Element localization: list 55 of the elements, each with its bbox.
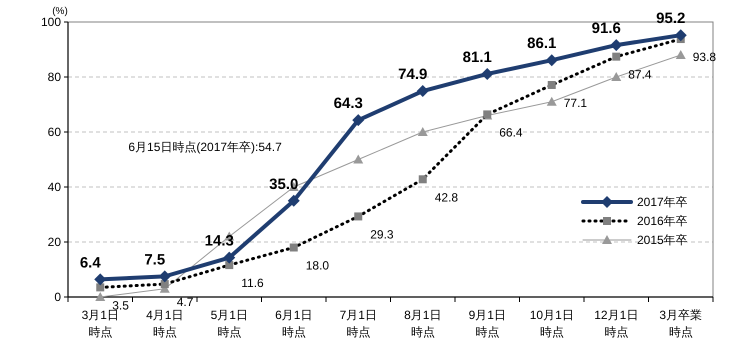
x-tick-label: 7月1日時点 — [340, 308, 377, 339]
data-label: 86.1 — [527, 35, 556, 52]
y-tick-label: 0 — [54, 290, 62, 304]
point — [546, 54, 558, 66]
legend-label: 2017年卒 — [637, 195, 688, 209]
point — [352, 114, 364, 126]
y-tick-label: 100 — [40, 15, 62, 29]
data-label: 87.4 — [628, 68, 652, 82]
point — [416, 85, 429, 98]
point — [481, 68, 494, 80]
point — [676, 50, 686, 59]
point — [288, 194, 300, 207]
data-label: 81.1 — [462, 48, 492, 66]
point — [418, 127, 428, 136]
point — [610, 39, 622, 52]
x-tick-label: 4月1日時点 — [146, 308, 184, 339]
x-tick-label: 3月卒業時点 — [659, 308, 702, 339]
y-tick-label: 40 — [48, 180, 62, 194]
data-label: 35.0 — [269, 176, 298, 193]
data-label: 4.7 — [176, 295, 194, 310]
data-label: 91.6 — [592, 20, 621, 38]
data-label: 18.0 — [306, 258, 330, 272]
legend-label: 2016年卒 — [637, 214, 688, 228]
data-label: 6.4 — [80, 254, 102, 272]
point — [611, 72, 622, 81]
x-tick-label: 12月1日時点 — [594, 308, 638, 339]
data-label: 93.8 — [692, 50, 716, 64]
legend-label: 2015年卒 — [637, 233, 688, 247]
point — [674, 29, 687, 42]
data-label: 95.2 — [656, 10, 686, 28]
x-tick-label: 6月1日時点 — [275, 308, 312, 339]
point — [353, 154, 364, 164]
data-label: 74.9 — [398, 66, 428, 84]
point — [95, 292, 106, 301]
annotation: 6月15日時点(2017年卒):54.7 — [128, 140, 282, 154]
y-axis-title: (%) — [52, 6, 68, 17]
data-label: 29.3 — [370, 227, 394, 242]
y-tick-label: 80 — [48, 70, 62, 84]
x-tick-label: 10月1日時点 — [530, 308, 574, 339]
x-tick-label: 9月1日時点 — [468, 308, 506, 339]
data-label: 14.3 — [204, 232, 234, 250]
y-tick-label: 20 — [48, 235, 62, 249]
y-tick-label: 60 — [48, 125, 62, 139]
data-label: 7.5 — [144, 251, 166, 268]
data-label: 66.4 — [499, 125, 523, 140]
data-label: 77.1 — [564, 96, 588, 110]
point — [223, 252, 236, 264]
data-label: 42.8 — [434, 190, 458, 204]
point — [546, 96, 557, 106]
x-tick-label: 8月1日時点 — [404, 308, 442, 339]
point — [158, 270, 171, 282]
x-tick-label: 3月1日時点 — [82, 308, 119, 339]
x-tick-label: 5月1日時点 — [210, 308, 248, 339]
data-label: 64.3 — [334, 95, 363, 112]
data-label: 11.6 — [241, 276, 264, 290]
